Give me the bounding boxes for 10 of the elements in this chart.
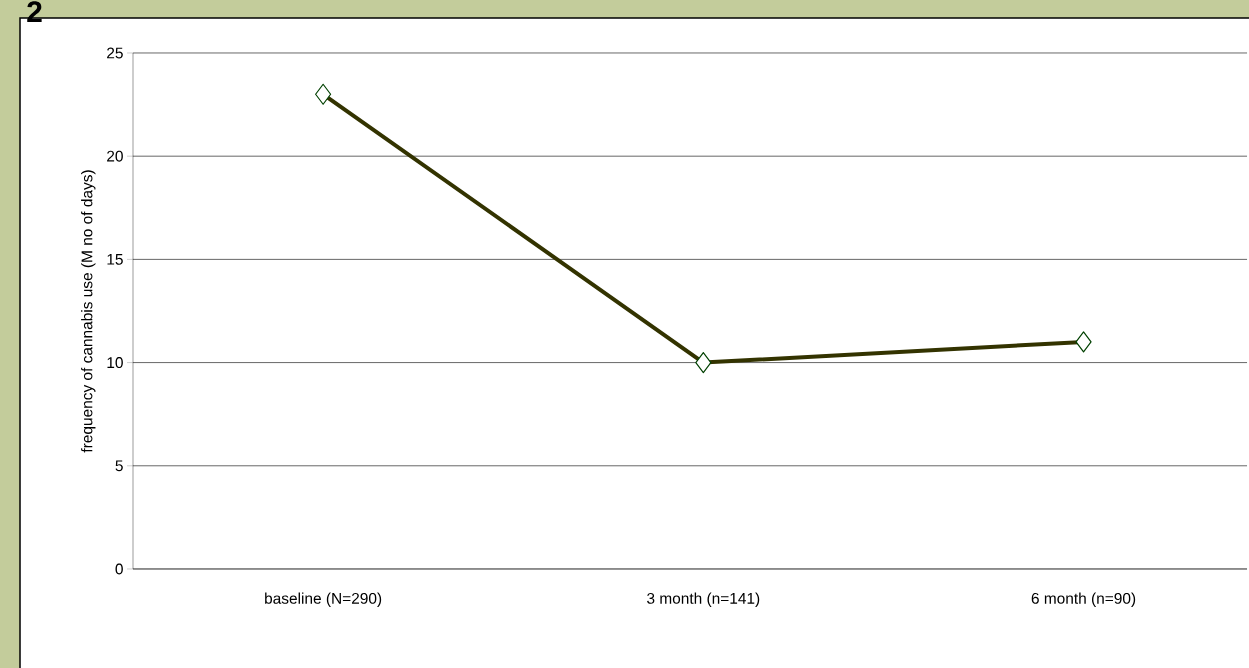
y-tick-label: 0 bbox=[115, 563, 123, 575]
y-tick-label: 10 bbox=[107, 357, 123, 369]
x-tick-label: 6 month (n=90) bbox=[1031, 592, 1136, 607]
x-tick-label: 3 month (n=141) bbox=[647, 592, 760, 607]
y-tick-label: 5 bbox=[115, 460, 123, 472]
x-tick-label: baseline (N=290) bbox=[265, 592, 382, 607]
y-tick-label: 15 bbox=[107, 254, 123, 265]
y-axis-title: frequency of cannabis use (M no of days) bbox=[81, 170, 96, 453]
y-tick-label: 25 bbox=[107, 47, 123, 59]
y-tick-label: 20 bbox=[107, 150, 123, 162]
